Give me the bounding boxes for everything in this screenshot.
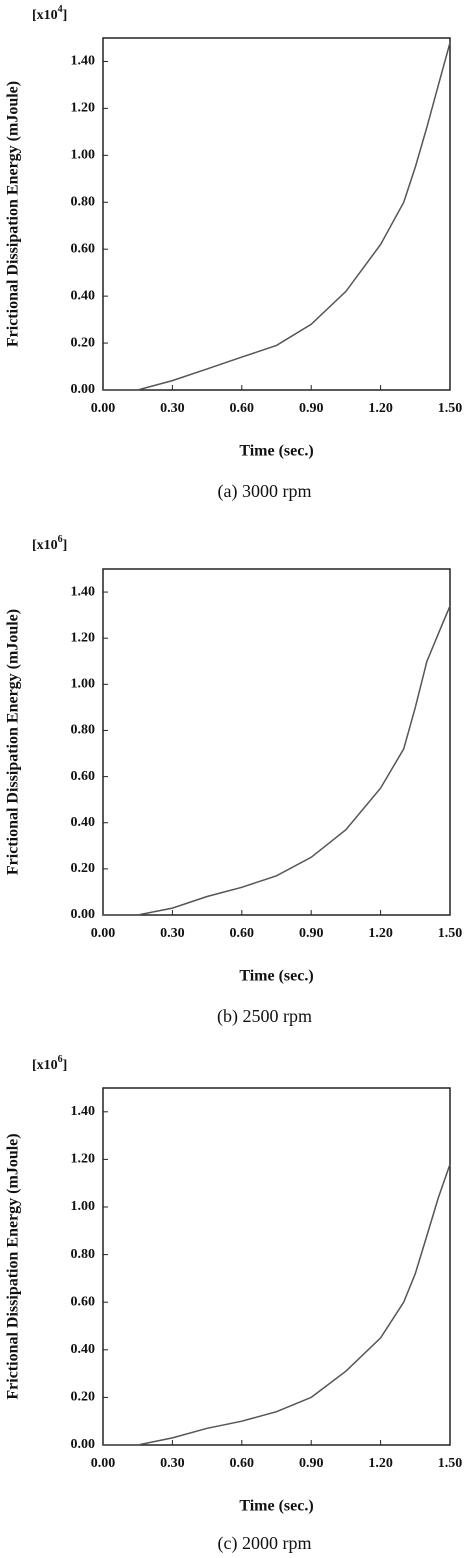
y-tick-label: 0.60 <box>71 769 96 784</box>
x-tick-label: 0.60 <box>230 1456 255 1471</box>
x-tick-label: 0.30 <box>160 926 185 941</box>
x-tick-label: 1.20 <box>368 926 393 941</box>
x-tick-label: 1.20 <box>368 401 393 416</box>
y-scale-part: [x10 <box>32 538 58 553</box>
x-tick-label: 1.20 <box>368 1456 393 1471</box>
x-tick-label: 1.50 <box>438 926 463 941</box>
data-line <box>103 605 451 916</box>
x-tick-label: 0.30 <box>160 1456 185 1471</box>
y-tick-label: 1.00 <box>71 677 96 692</box>
y-scale-part: 6 <box>58 1054 63 1065</box>
y-tick-label: 1.40 <box>71 54 96 69</box>
x-tick-label: 1.50 <box>438 401 463 416</box>
y-tick-label: 0.80 <box>71 1247 96 1262</box>
x-tick-label: 0.90 <box>299 1456 324 1471</box>
y-scale-part: ] <box>63 538 68 553</box>
x-tick-label: 0.90 <box>299 926 324 941</box>
y-tick-label: 0.00 <box>71 1437 96 1452</box>
y-tick-label: 0.40 <box>71 288 96 303</box>
caption: (c) 2000 rpm <box>218 1533 312 1554</box>
y-tick-label: 0.00 <box>71 907 96 922</box>
y-tick-label: 0.80 <box>71 194 96 209</box>
y-tick-label: 1.00 <box>71 1199 96 1214</box>
y-tick-label: 0.20 <box>71 861 96 876</box>
y-scale-part: [x10 <box>32 8 58 23</box>
y-tick-label: 1.20 <box>71 630 96 645</box>
x-tick-label: 1.50 <box>438 1456 463 1471</box>
y-scale-part: 6 <box>58 534 63 545</box>
x-tick-label: 0.00 <box>91 1456 116 1471</box>
y-tick-label: 0.20 <box>71 335 96 350</box>
x-axis-label: Time (sec.) <box>239 1498 313 1515</box>
x-tick-label: 0.90 <box>299 401 324 416</box>
y-scale-part: 4 <box>58 4 63 15</box>
y-scale-part: ] <box>63 8 68 23</box>
y-scale-label: [x106] <box>32 1054 67 1073</box>
y-tick-label: 0.40 <box>71 815 96 830</box>
y-tick-label: 0.80 <box>71 723 96 738</box>
y-tick-label: 0.00 <box>71 382 96 397</box>
y-tick-label: 1.20 <box>71 1152 96 1167</box>
data-line <box>103 42 451 391</box>
caption: (a) 3000 rpm <box>218 481 312 502</box>
x-tick-label: 0.60 <box>230 926 255 941</box>
data-line <box>103 1163 451 1446</box>
y-tick-label: 1.20 <box>71 101 96 116</box>
x-tick-label: 0.60 <box>230 401 255 416</box>
y-axis-label: Frictional Dissipation Energy (mJoule) <box>5 1133 22 1399</box>
y-scale-part: ] <box>63 1058 68 1073</box>
x-tick-label: 0.00 <box>91 926 116 941</box>
y-scale-label: [x104] <box>32 4 67 23</box>
plot-frame <box>102 37 451 391</box>
x-tick-label: 0.00 <box>91 401 116 416</box>
y-scale-part: [x10 <box>32 1058 58 1073</box>
y-axis-label: Frictional Dissipation Energy (mJoule) <box>5 81 22 347</box>
y-axis-label: Frictional Dissipation Energy (mJoule) <box>5 609 22 875</box>
x-tick-label: 0.30 <box>160 401 185 416</box>
y-tick-label: 0.60 <box>71 241 96 256</box>
caption: (b) 2500 rpm <box>217 1006 312 1027</box>
x-axis-label: Time (sec.) <box>239 443 313 460</box>
y-tick-label: 0.40 <box>71 1342 96 1357</box>
y-scale-label: [x106] <box>32 534 67 553</box>
y-tick-label: 0.60 <box>71 1294 96 1309</box>
y-tick-label: 1.40 <box>71 1104 96 1119</box>
x-axis-label: Time (sec.) <box>239 968 313 985</box>
plot-frame <box>102 568 451 916</box>
plot-frame <box>102 1087 451 1446</box>
y-tick-label: 1.00 <box>71 148 96 163</box>
y-tick-label: 1.40 <box>71 584 96 599</box>
y-tick-label: 0.20 <box>71 1390 96 1405</box>
